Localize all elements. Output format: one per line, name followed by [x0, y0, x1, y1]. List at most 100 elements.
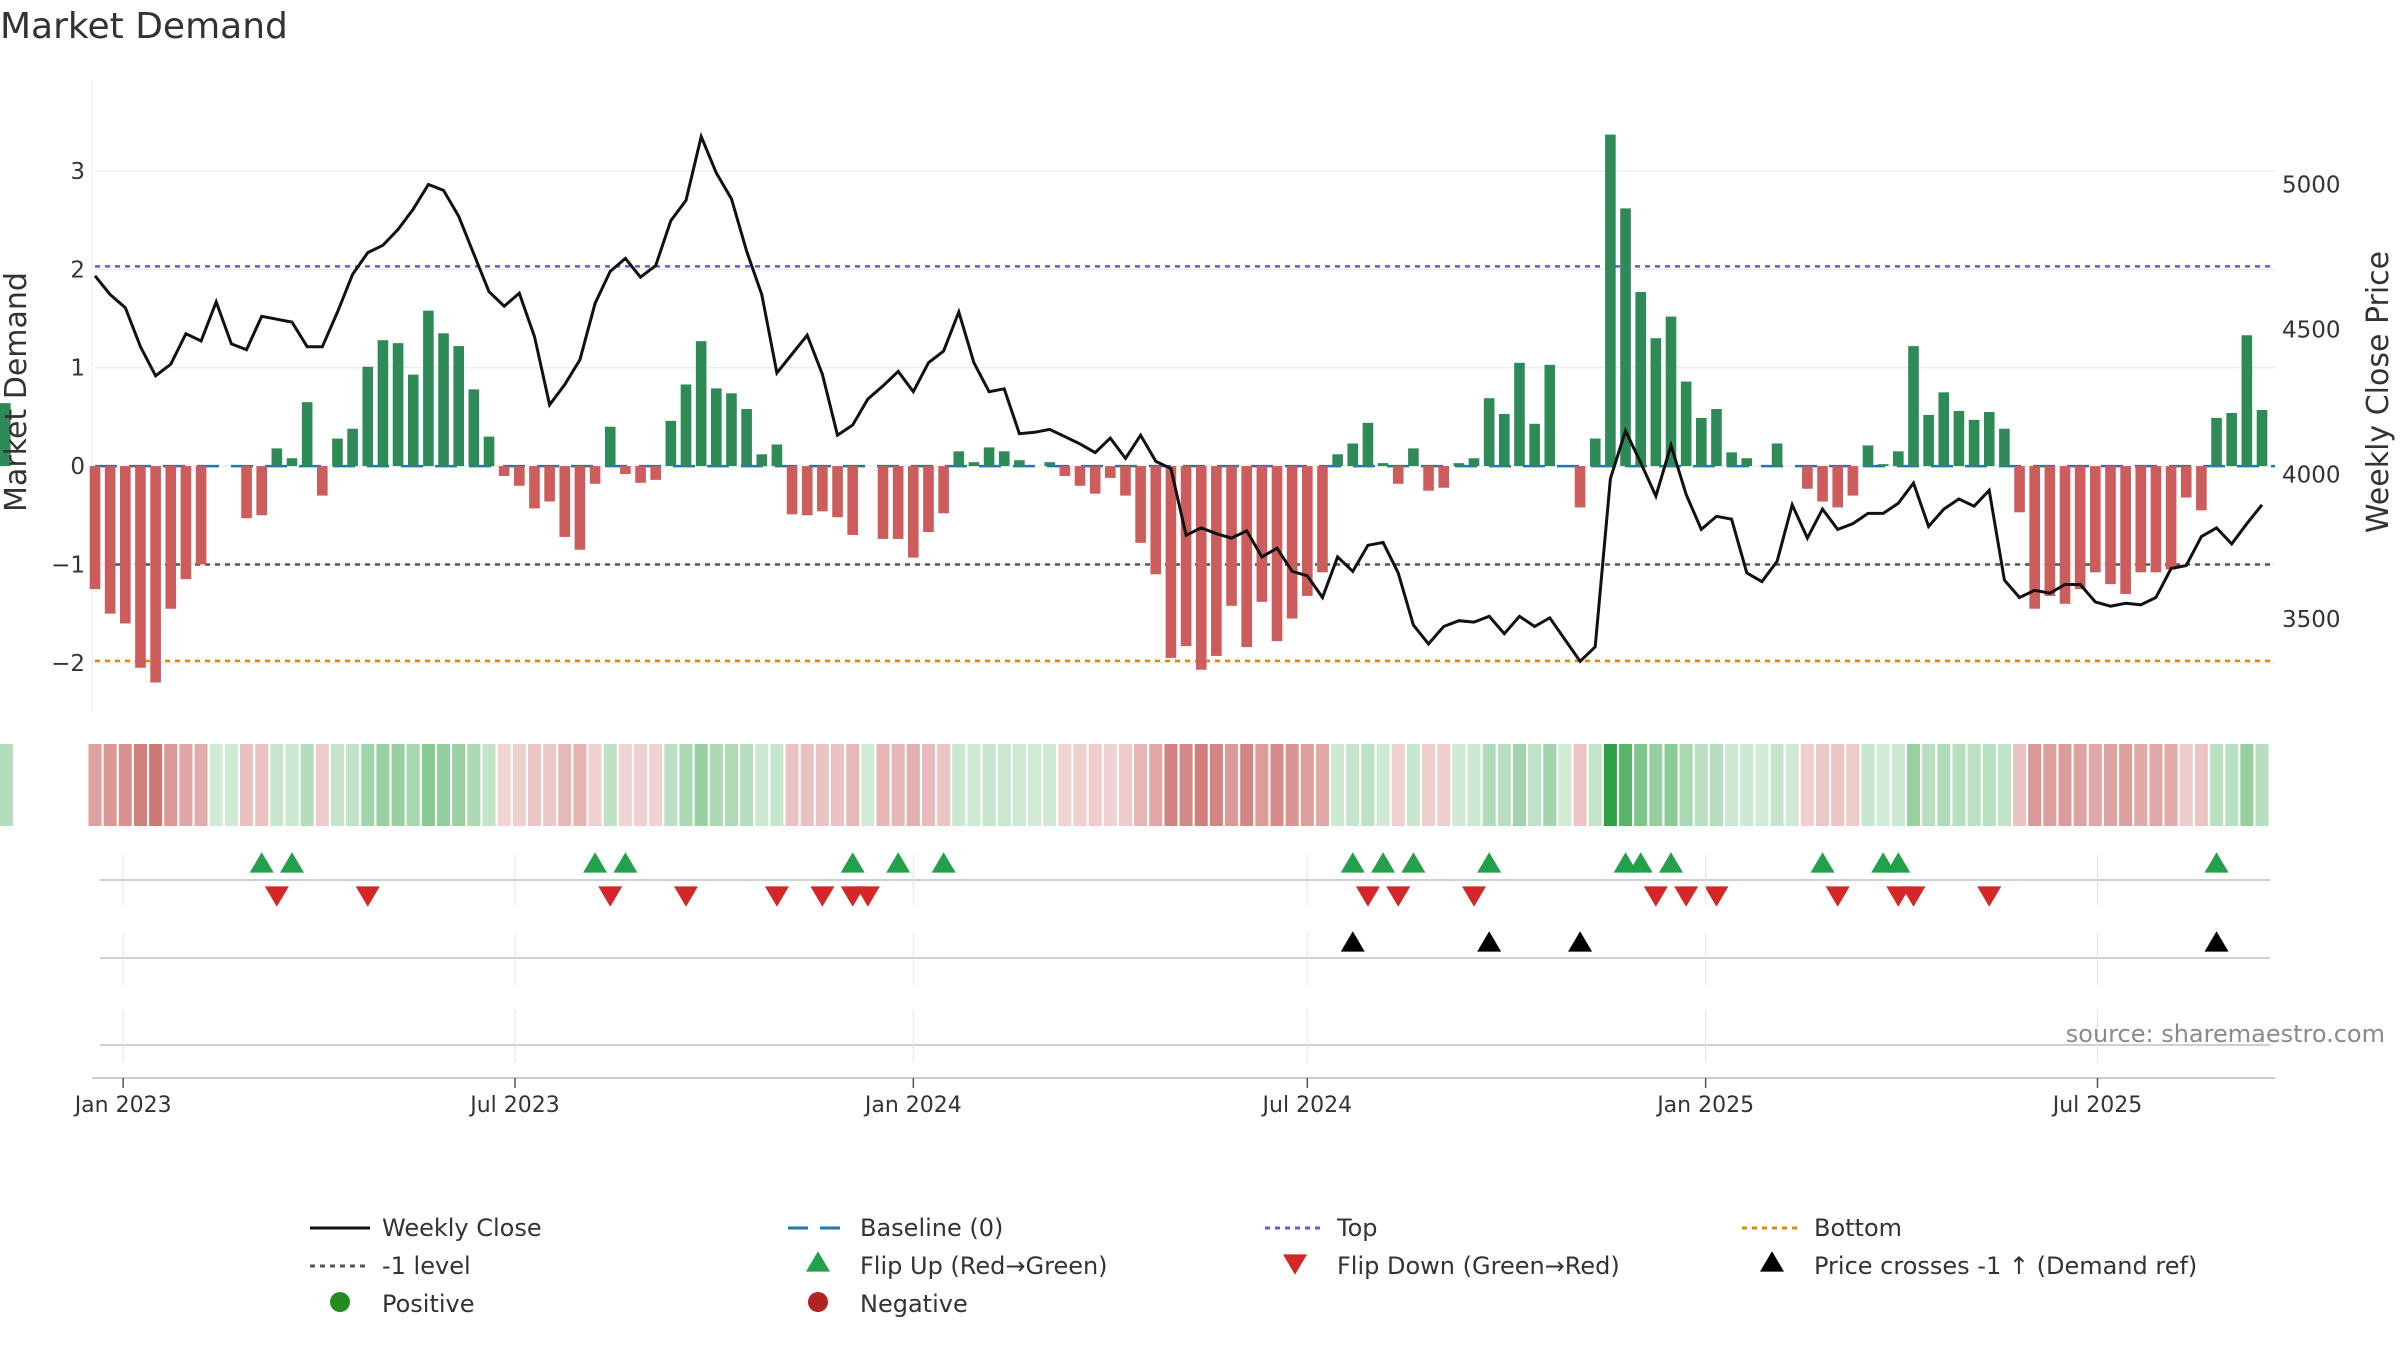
flip-up-marker [1871, 852, 1896, 873]
demand-bar [1211, 466, 1222, 656]
heat-cell [785, 744, 799, 826]
demand-bar [968, 462, 980, 467]
heat-cell [1588, 744, 1602, 826]
demand-bar [1680, 381, 1692, 467]
demand-bar [1802, 466, 1813, 489]
heat-cell [1240, 744, 1254, 826]
heat-cell [1876, 744, 1890, 826]
demand-bar [1862, 445, 1874, 467]
heat-cell [2119, 744, 2133, 826]
demand-bar [726, 393, 737, 467]
demand-bar [574, 466, 586, 550]
heat-cell [603, 744, 617, 826]
legend-label: Flip Up (Red→Green) [860, 1252, 1108, 1280]
demand-bar [559, 466, 571, 537]
heat-cell [1634, 744, 1648, 826]
flip-down-marker [674, 886, 699, 907]
heat-cell [1967, 744, 1981, 826]
demand-bar [1635, 292, 1647, 467]
demand-bar [0, 403, 11, 467]
heat-cell [300, 744, 314, 826]
heat-cell [2179, 744, 2193, 826]
heat-cell [1028, 744, 1042, 826]
legend-item: Baseline (0) [788, 1214, 1003, 1242]
flip-down-marker [264, 886, 289, 907]
flip-down-marker [1825, 886, 1850, 907]
demand-bar [1362, 422, 1374, 467]
heat-cell [2013, 744, 2027, 826]
heat-cell [982, 744, 996, 826]
flip-up-marker [1371, 852, 1396, 873]
heat-cell [1209, 744, 1223, 826]
demand-bar [529, 466, 540, 509]
demand-bar [377, 340, 389, 467]
left-tick-label: 0 [70, 454, 85, 480]
flip-down-marker [1386, 886, 1411, 907]
demand-bar [362, 366, 374, 467]
demand-bar [1165, 466, 1177, 658]
demand-bar [1847, 466, 1859, 496]
demand-bar [1620, 208, 1631, 467]
heat-cell [573, 744, 587, 826]
price-cross-marker [1477, 931, 1502, 952]
demand-bar [741, 409, 752, 467]
demand-bar [1377, 463, 1389, 467]
heat-cell [88, 744, 102, 826]
heat-cell [421, 744, 435, 826]
heat-cell [1997, 744, 2011, 826]
heat-cell [1679, 744, 1693, 826]
flip-down-marker [1674, 886, 1699, 907]
demand-bar [1771, 443, 1783, 467]
heat-cell [406, 744, 420, 826]
demand-bar [514, 466, 525, 486]
heat-cell [1891, 744, 1905, 826]
chart-title: Market Demand [0, 6, 288, 47]
flip-markers-panel [100, 852, 2270, 907]
demand-bar [104, 466, 116, 614]
demand-bar [801, 466, 813, 516]
demand-bar [1286, 466, 1298, 619]
left-tick-label: −2 [51, 651, 85, 677]
demand-bar [1696, 417, 1707, 467]
heat-cell [452, 744, 466, 826]
demand-bar [1877, 464, 1889, 467]
flip-up-marker [1659, 852, 1684, 873]
heat-cell [634, 744, 648, 826]
demand-bar [1195, 466, 1207, 670]
heat-cell [1058, 744, 1072, 826]
demand-bar [483, 436, 495, 467]
demand-bar [983, 447, 995, 467]
heat-cell [1603, 744, 1617, 826]
demand-bar [1968, 419, 1980, 467]
heat-cell [1422, 744, 1436, 826]
heat-cell [618, 744, 632, 826]
heat-cell [1194, 744, 1208, 826]
demand-bar [2226, 412, 2238, 467]
left-axis-ticks: 3 2 1 0 −1 −2 [51, 159, 85, 677]
heat-cell [1285, 744, 1299, 826]
heat-cell [1846, 744, 1860, 826]
demand-bars [0, 134, 2268, 683]
legend-label: Bottom [1814, 1214, 1902, 1242]
demand-bar [2059, 466, 2071, 604]
flip-up-marker [886, 852, 911, 873]
demand-bar [1226, 466, 1237, 606]
x-tick-label: Jan 2024 [863, 1093, 962, 1118]
demand-bar [1923, 414, 1934, 467]
demand-bar [1726, 452, 1737, 467]
demand-bar [256, 466, 267, 516]
heat-cell [1755, 744, 1769, 826]
demand-bar [786, 466, 798, 515]
x-tick-label: Jul 2024 [1261, 1093, 1353, 1118]
left-tick-label: −1 [51, 552, 85, 578]
heat-cell [361, 744, 375, 826]
empty-panel [92, 1044, 2275, 1079]
flip-up-marker [1628, 852, 1653, 873]
heat-cell [1255, 744, 1269, 826]
demand-bar [2120, 466, 2131, 594]
legend-swatch-circle [330, 1292, 350, 1312]
heat-cell [315, 744, 329, 826]
heat-cell [2240, 744, 2254, 826]
demand-bar [908, 466, 919, 558]
heat-cell [1043, 744, 1057, 826]
